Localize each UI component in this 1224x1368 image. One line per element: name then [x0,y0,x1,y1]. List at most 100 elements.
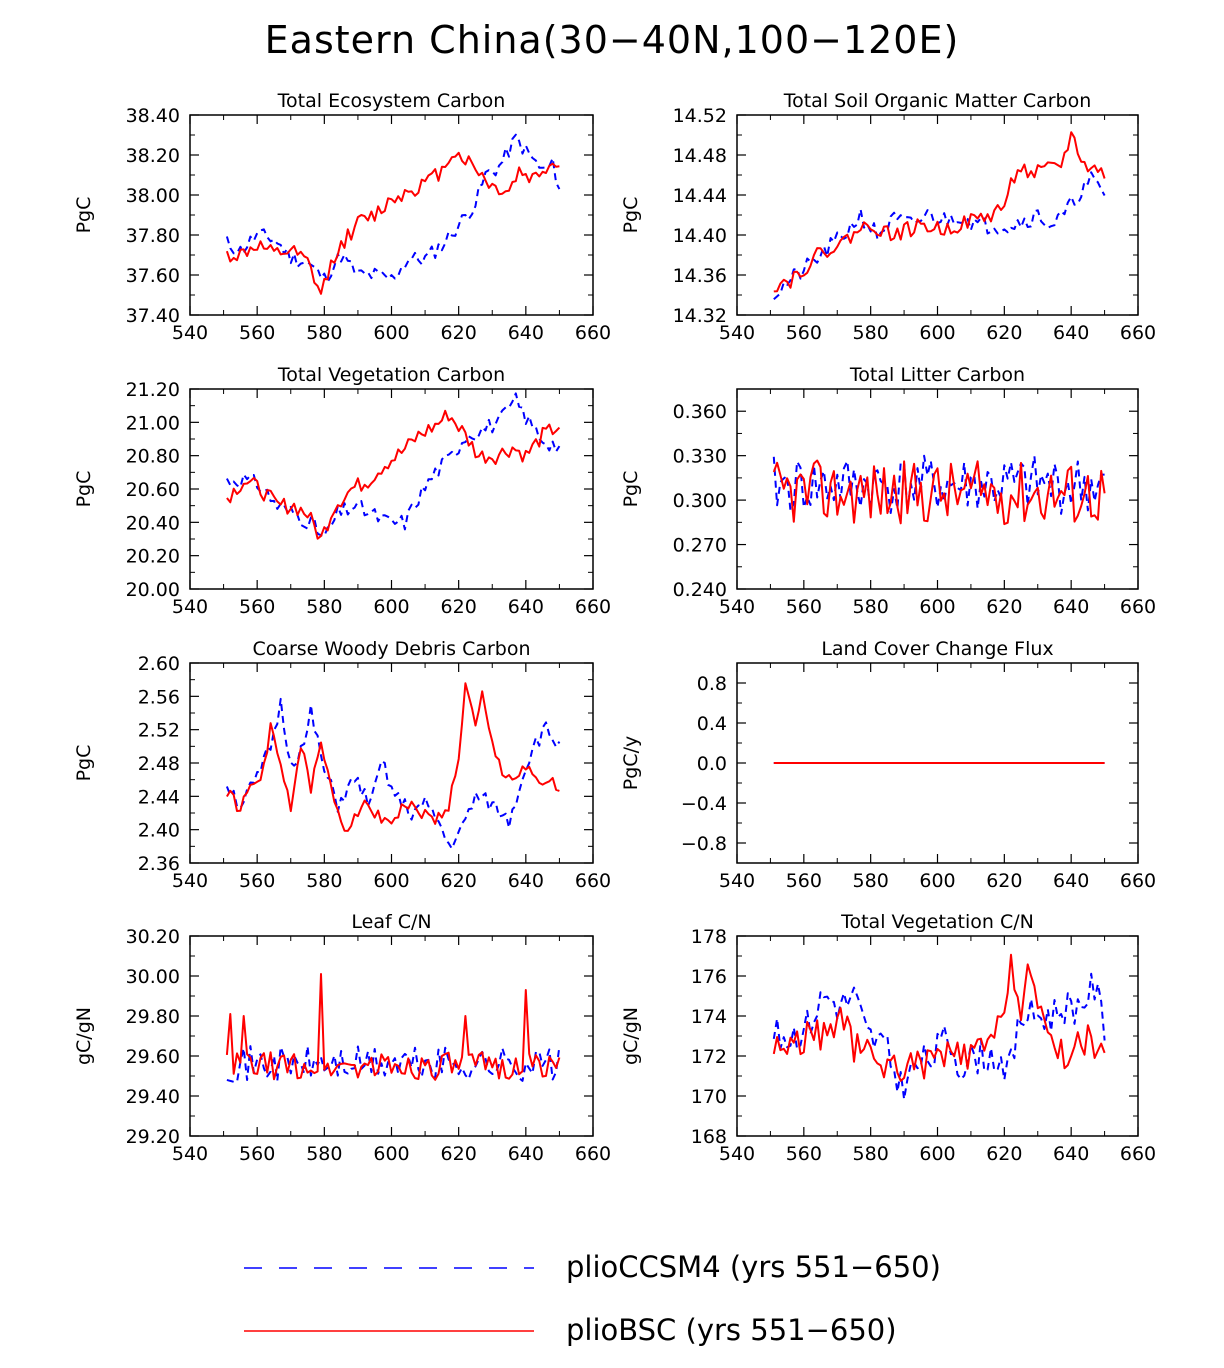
panel-leaf-c-n-frame [189,935,594,1137]
panel-land-cover-change-flux-ytick-label: −0.4 [681,793,727,815]
panel-total-ecosystem-carbon-xtick-label: 600 [373,322,409,344]
panel-total-vegetation-carbon-ytick-label: 20.60 [126,479,180,501]
panel-total-ecosystem-carbon-xtick-label: 580 [306,322,342,344]
panel-total-ecosystem-carbon-xtick-label: 540 [172,322,208,344]
panel-total-vegetation-carbon-xtick-label: 620 [441,596,477,618]
panel-total-litter-carbon-ytick-label: 0.270 [673,535,727,557]
panel-total-vegetation-carbon-frame [189,388,594,590]
panel-total-vegetation-c-n-xtick-label: 540 [719,1143,755,1165]
panel-total-vegetation-c-n-xtick-label: 560 [786,1143,822,1165]
panel-total-vegetation-c-n-series-pliobsc [772,953,1106,1082]
panel-leaf-c-n-ytick-label: 29.80 [126,1006,180,1028]
panel-coarse-woody-debris-carbon-frame [189,662,594,864]
panel-land-cover-change-flux-xtick-label: 600 [919,870,955,892]
panel-leaf-c-n-ytick-label: 29.60 [126,1046,180,1068]
panel-total-soil-organic-matter-carbon-xtick-label: 600 [919,322,955,344]
panel-total-vegetation-c-n-title: Total Vegetation C/N [840,911,1034,933]
panel-total-vegetation-c-n-xtick-label: 660 [1120,1143,1156,1165]
panel-total-ecosystem-carbon-series-pliobsc [225,151,560,295]
panel-total-vegetation-c-n: Total Vegetation C/N gC/gN 540 560 580 600 620… [620,911,1156,1165]
panel-coarse-woody-debris-carbon-ytick-label: 2.36 [138,853,180,875]
panel-leaf-c-n-xtick-label: 600 [373,1143,409,1165]
panel-total-vegetation-c-n-ytick-label: 178 [691,926,727,948]
panel-leaf-c-n-series-pliobsc [225,973,561,1081]
panel-coarse-woody-debris-carbon: Coarse Woody Debris Carbon PgC 540 560 580 60… [73,638,611,892]
panel-land-cover-change-flux-ytick-label: 0.0 [697,753,727,775]
panel-coarse-woody-debris-carbon-ytick-label: 2.44 [138,786,180,808]
panel-coarse-woody-debris-carbon-ytick-label: 2.60 [138,653,180,675]
panel-total-ecosystem-carbon-title: Total Ecosystem Carbon [277,90,506,112]
panel-coarse-woody-debris-carbon-xtick-label: 620 [441,870,477,892]
panel-total-litter-carbon: Total Litter Carbon PgC 540 560 580 600 620 640… [620,364,1156,618]
panel-land-cover-change-flux-xtick-label: 660 [1120,870,1156,892]
panel-total-ecosystem-carbon-frame [189,114,594,316]
panel-total-vegetation-c-n-ytick-label: 176 [691,966,727,988]
panel-total-soil-organic-matter-carbon-xtick-label: 580 [853,322,889,344]
panel-total-vegetation-carbon-xtick-label: 560 [239,596,275,618]
panel-total-soil-organic-matter-carbon-title: Total Soil Organic Matter Carbon [783,90,1092,112]
panel-leaf-c-n-xtick-label: 540 [172,1143,208,1165]
panel-land-cover-change-flux: Land Cover Change Flux PgC/y 540 560 580 600 6… [620,638,1156,892]
panel-total-vegetation-c-n-series-plioccsm4 [772,972,1106,1101]
panel-coarse-woody-debris-carbon-ytick-label: 2.48 [138,753,180,775]
panel-total-soil-organic-matter-carbon-series-pliobsc [773,131,1106,293]
panel-total-litter-carbon-xtick-label: 540 [719,596,755,618]
legend-label-pliobsc: plioBSC (yrs 551−650) [566,1313,897,1347]
panel-leaf-c-n-series-plioccsm4 [226,1045,561,1083]
panel-total-soil-organic-matter-carbon-xtick-label: 620 [986,322,1022,344]
legend [244,1267,534,1332]
legend-label-pliocCSM4: plioCCSM4 (yrs 551−650) [566,1250,941,1284]
panel-total-litter-carbon-xtick-label: 580 [853,596,889,618]
panel-leaf-c-n-ytick-label: 30.20 [126,926,180,948]
panel-total-vegetation-c-n-xtick-label: 580 [853,1143,889,1165]
panel-total-litter-carbon-ylabel: PgC [620,471,642,508]
panel-leaf-c-n-title: Leaf C/N [351,911,431,933]
panel-total-soil-organic-matter-carbon: Total Soil Organic Matter Carbon PgC 540 56… [620,90,1156,344]
panel-total-ecosystem-carbon-ytick-label: 38.40 [126,105,180,127]
page-title: Eastern China(30−40N,100−120E) [264,18,960,62]
panel-total-ecosystem-carbon-xtick-label: 640 [508,322,544,344]
panel-total-vegetation-c-n-xtick-label: 600 [919,1143,955,1165]
panel-total-ecosystem-carbon-ytick-label: 37.80 [126,225,180,247]
panel-total-vegetation-carbon-ytick-label: 20.80 [126,446,180,468]
panel-coarse-woody-debris-carbon-xtick-label: 560 [239,870,275,892]
panel-total-ecosystem-carbon-xtick-label: 660 [575,322,611,344]
panel-total-soil-organic-matter-carbon-series-plioccsm4 [773,171,1106,301]
panel-coarse-woody-debris-carbon-ytick-label: 2.56 [138,686,180,708]
panel-total-litter-carbon-series-pliobsc [772,459,1106,526]
panel-total-litter-carbon-xtick-label: 620 [986,596,1022,618]
panel-total-litter-carbon-title: Total Litter Carbon [849,364,1025,386]
panel-total-litter-carbon-xtick-label: 600 [919,596,955,618]
panel-total-vegetation-c-n-ytick-label: 174 [691,1006,727,1028]
panel-total-vegetation-carbon-xtick-label: 660 [575,596,611,618]
panel-total-litter-carbon-ytick-label: 0.360 [673,401,727,423]
panel-land-cover-change-flux-xtick-label: 540 [719,870,755,892]
panel-land-cover-change-flux-ytick-label: −0.8 [681,833,727,855]
panel-total-soil-organic-matter-carbon-xtick-label: 540 [719,322,755,344]
panel-leaf-c-n: Leaf C/N gC/gN 540 560 580 600 620 640 660 29.20 2… [73,911,611,1165]
panel-total-soil-organic-matter-carbon-xtick-label: 640 [1053,322,1089,344]
panel-total-ecosystem-carbon-ytick-label: 37.40 [126,305,180,327]
panel-total-vegetation-carbon-series-pliobsc [226,409,561,540]
panel-total-vegetation-c-n-xtick-label: 620 [986,1143,1022,1165]
panel-leaf-c-n-ytick-label: 29.40 [126,1086,180,1108]
panel-coarse-woody-debris-carbon-xtick-label: 580 [306,870,342,892]
panel-total-vegetation-carbon-ytick-label: 20.00 [126,579,180,601]
panel-total-vegetation-c-n-xtick-label: 640 [1053,1143,1089,1165]
panel-total-ecosystem-carbon-ytick-label: 38.20 [126,145,180,167]
panel-land-cover-change-flux-title: Land Cover Change Flux [821,638,1053,660]
panel-total-soil-organic-matter-carbon-ytick-label: 14.36 [673,265,727,287]
panel-total-vegetation-carbon-ylabel: PgC [73,471,95,508]
panel-total-vegetation-c-n-ytick-label: 168 [691,1126,727,1148]
panel-total-vegetation-carbon-xtick-label: 580 [306,596,342,618]
panel-coarse-woody-debris-carbon-xtick-label: 600 [373,870,409,892]
panel-coarse-woody-debris-carbon-xtick-label: 540 [172,870,208,892]
panel-total-litter-carbon-xtick-label: 640 [1053,596,1089,618]
panel-land-cover-change-flux-xtick-label: 640 [1053,870,1089,892]
panel-coarse-woody-debris-carbon-xtick-label: 660 [575,870,611,892]
panel-total-vegetation-carbon-ytick-label: 21.00 [126,412,180,434]
panel-total-ecosystem-carbon: Total Ecosystem Carbon PgC 540 560 580 600 620… [73,90,611,344]
panel-land-cover-change-flux-ylabel: PgC/y [620,736,642,790]
panel-land-cover-change-flux-xtick-label: 560 [786,870,822,892]
panel-leaf-c-n-ylabel: gC/gN [73,1007,95,1065]
